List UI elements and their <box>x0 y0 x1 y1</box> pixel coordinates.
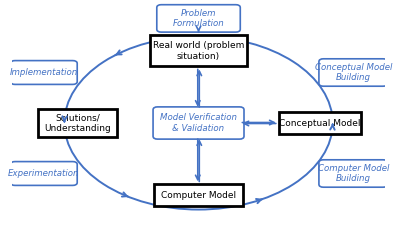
Text: Real world (problem
situation): Real world (problem situation) <box>153 41 244 61</box>
FancyBboxPatch shape <box>319 59 388 86</box>
Text: Conceptual Model
Building: Conceptual Model Building <box>314 63 392 82</box>
Text: Solutions/
Understanding: Solutions/ Understanding <box>44 113 111 133</box>
FancyBboxPatch shape <box>153 107 244 139</box>
FancyBboxPatch shape <box>157 5 240 32</box>
Text: Computer Model
Building: Computer Model Building <box>318 164 389 183</box>
Bar <box>279 112 361 134</box>
FancyBboxPatch shape <box>10 61 77 84</box>
Text: Conceptual Model: Conceptual Model <box>279 119 360 127</box>
Bar <box>154 184 243 206</box>
FancyBboxPatch shape <box>319 160 388 187</box>
FancyBboxPatch shape <box>10 162 77 185</box>
Text: Experimentation: Experimentation <box>8 169 80 178</box>
Text: Computer Model: Computer Model <box>161 191 236 200</box>
Text: Implementation: Implementation <box>10 68 78 77</box>
Text: Model Verification
& Validation: Model Verification & Validation <box>160 113 237 133</box>
Text: Problem
Formulation: Problem Formulation <box>173 9 224 28</box>
Bar <box>38 108 116 138</box>
Bar <box>150 35 247 66</box>
